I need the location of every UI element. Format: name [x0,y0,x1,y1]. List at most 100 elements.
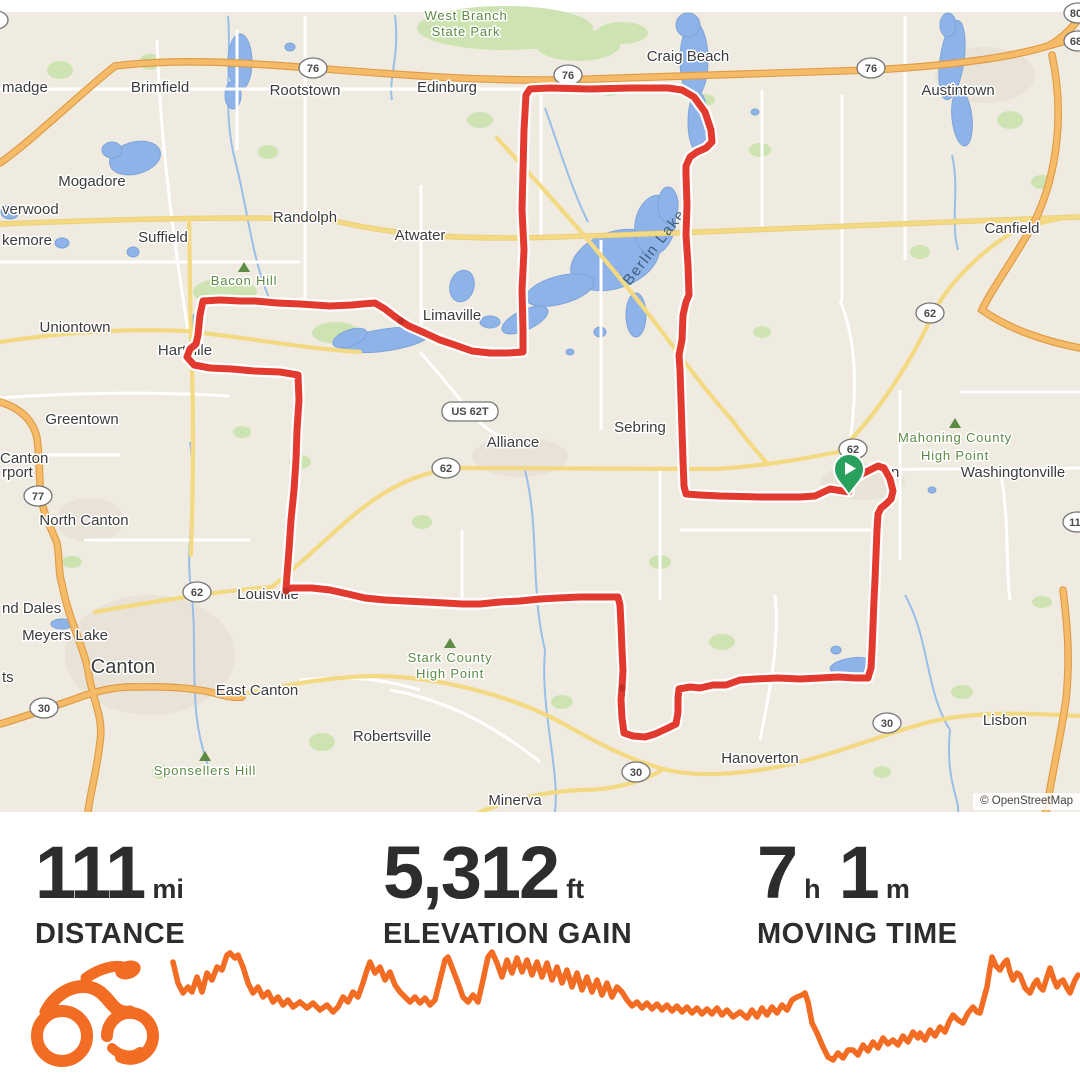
stat-distance: 111 mi DISTANCE [35,836,185,951]
svg-text:77: 77 [32,491,44,503]
svg-text:62: 62 [191,587,203,599]
town-label: Brimfield [131,79,189,96]
osm-attribution-link[interactable]: © OpenStreetMap [973,793,1080,810]
stat-elevation-gain: 5,312 ft ELEVATION GAIN [383,836,632,951]
park-label: State Park [432,24,501,39]
shield-62: 62 [182,581,212,603]
town-label-fragment: verwood [2,201,59,218]
elevation-profile-line [170,949,1080,1063]
elevation-value: 5,312 ft [383,836,632,910]
time-label: MOVING TIME [757,918,958,950]
peak-icon [199,751,211,761]
peak-label: Stark County [408,650,493,665]
shield-11-partial: 11 [1062,511,1080,533]
play-icon [845,462,856,475]
shield-30: 30 [621,761,651,783]
svg-text:62: 62 [847,444,859,456]
shield-76: 76 [553,64,583,86]
peak-label: High Point [921,448,989,463]
svg-text:30: 30 [630,767,642,779]
cyclist-head [115,960,141,980]
peak-icon [949,418,961,428]
park-label: West Branch [425,8,508,23]
town-label: Canfield [984,220,1039,237]
town-label: Alliance [487,434,540,451]
start-marker-pin [832,453,866,497]
town-label-fragment: nd Dales [2,600,61,617]
town-label: Hanoverton [721,750,799,767]
town-label-fragment: ts [2,669,14,686]
town-label-city: Canton [91,656,156,678]
distance-number: 111 [35,831,146,914]
svg-text:76: 76 [562,70,574,82]
map-svg: madge Brimfield Rootstown Edinburg Craig… [0,2,1080,816]
svg-text:68: 68 [1070,36,1080,48]
stats-row: 111 mi DISTANCE 5,312 ft ELEVATION GAIN … [0,836,1080,951]
town-label-fragment: n [891,464,899,481]
town-label-fragment: Canton [0,450,48,467]
shield-77: 77 [23,485,53,507]
town-label: Greentown [45,411,118,428]
town-label: Robertsville [353,728,431,745]
stat-moving-time: 7 h 1 m MOVING TIME [757,836,957,951]
elevation-profile-chart [170,949,1080,1063]
peak-icon [238,262,250,272]
svg-text:US 62T: US 62T [451,406,489,418]
time-minutes: 1 [838,831,880,914]
highway-shields: 76 76 76 62 77 62 62 62 30 30 30 US 62T … [0,2,1080,783]
town-label-fragment: rport [2,464,34,481]
town-label: Suffield [138,229,188,246]
svg-text:62: 62 [924,308,936,320]
distance-unit: mi [152,874,184,904]
route-dots [282,317,626,692]
time-hours: 7 [757,831,798,914]
distance-label: DISTANCE [35,918,186,950]
time-hours-unit: h [804,874,821,904]
peak-label: High Point [416,666,484,681]
town-label: Uniontown [40,319,111,336]
town-label: Lisbon [983,712,1027,729]
svg-text:76: 76 [865,63,877,75]
town-label: Randolph [273,209,337,226]
town-label-fragment: kemore [2,232,52,249]
shield-30: 30 [29,697,59,719]
cyclist-icon [31,960,159,1067]
shield-us62t: US 62T [441,401,499,422]
shield-30: 30 [872,712,902,734]
town-label: North Canton [39,512,128,529]
peak-label: Mahoning County [898,430,1012,445]
shield-76: 76 [298,57,328,79]
motorways [0,17,1080,815]
route-path [183,84,897,741]
svg-text:62: 62 [440,463,452,475]
shield-edge-partial [0,10,9,30]
svg-text:11: 11 [1069,517,1080,529]
town-label: Limaville [423,307,481,324]
shield-76: 76 [856,57,886,79]
time-minutes-unit: m [885,874,910,904]
shield-80-partial: 80 [1063,2,1080,24]
distance-value: 111 mi [35,836,185,910]
elevation-unit: ft [566,874,585,904]
town-label: Craig Beach [647,48,730,65]
town-label: Minerva [488,792,542,809]
shield-62: 62 [915,302,945,324]
town-label: Meyers Lake [22,627,108,644]
elevation-number: 5,312 [383,831,560,914]
town-label: Rootstown [270,82,341,99]
start-marker [832,453,866,497]
town-label: Austintown [921,82,994,99]
peak-label: Bacon Hill [211,273,278,288]
elevation-label: ELEVATION GAIN [383,918,633,950]
peak-icon [444,638,456,648]
shield-62: 62 [431,457,461,479]
svg-text:30: 30 [38,703,50,715]
town-label: Washingtonville [961,464,1066,481]
svg-text:76: 76 [307,63,319,75]
town-label: East Canton [216,682,299,699]
park-labels: West Branch State Park Bacon Hill Mahoni… [152,7,1012,780]
town-label: madge [2,79,48,96]
town-label: Sebring [614,419,666,436]
time-value: 7 h 1 m [757,836,957,910]
